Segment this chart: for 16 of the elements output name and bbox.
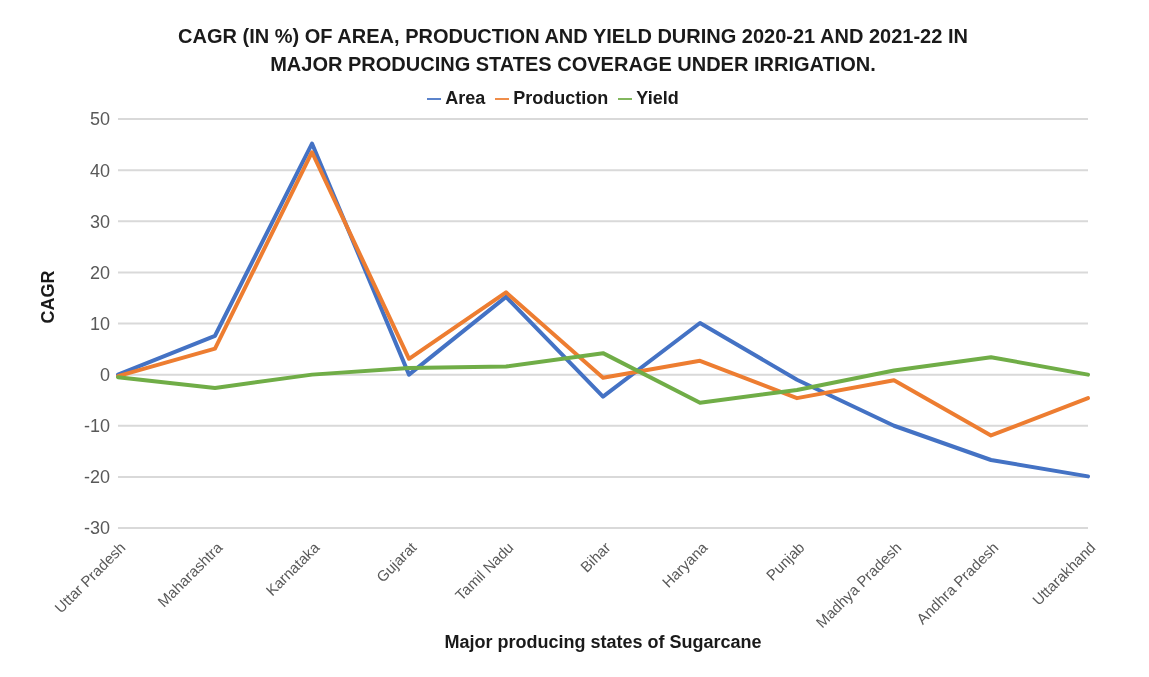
line-series xyxy=(116,351,1090,405)
y-tick-label: -10 xyxy=(83,416,110,437)
y-tick-label: 0 xyxy=(99,365,110,386)
legend-label: Area xyxy=(445,88,486,108)
chart-title: CAGR (IN %) OF AREA, PRODUCTION AND YIELD DURING 2020-21 AND 2021-22 IN MAJOR PRODUCING STATES COVERAGE UNDER IRRIGATION. xyxy=(177,24,969,77)
x-axis-title: Major producing states of Sugarcane xyxy=(444,632,762,652)
legend-label: Production xyxy=(513,88,609,108)
y-tick-label: 30 xyxy=(89,211,110,232)
y-tick-label: 50 xyxy=(89,109,110,130)
legend-label: Yield xyxy=(636,88,679,108)
y-tick-label: -30 xyxy=(83,518,110,539)
y-tick-label: 40 xyxy=(89,160,110,181)
y-tick-label: -20 xyxy=(83,467,110,488)
y-tick-label: 10 xyxy=(89,313,110,334)
y-tick-label: 20 xyxy=(89,262,110,283)
y-axis-title: CAGR xyxy=(38,270,59,324)
